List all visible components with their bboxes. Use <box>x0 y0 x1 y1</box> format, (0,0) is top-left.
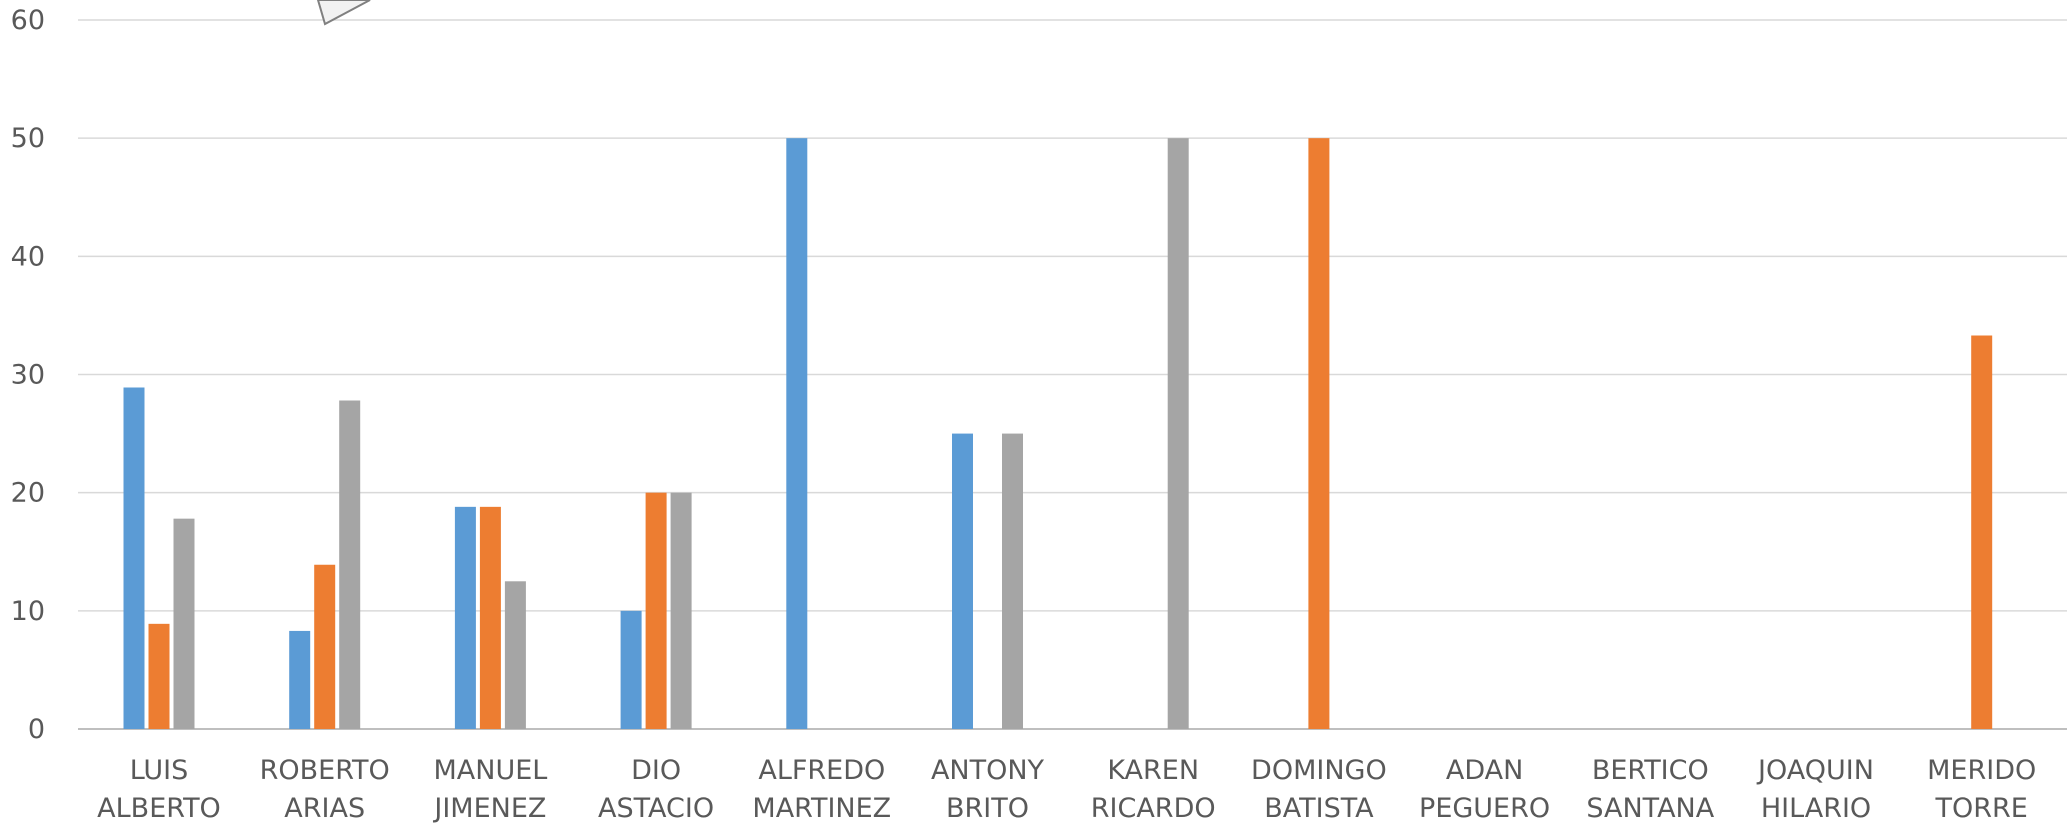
bar <box>454 506 476 729</box>
x-tick-label: ADAN <box>1446 755 1523 786</box>
y-axis: 0 10 20 30 40 50 60 <box>11 5 45 745</box>
y-tick-label: 40 <box>11 241 45 272</box>
x-tick-label: ALBERTO <box>97 793 221 823</box>
bar <box>952 433 973 729</box>
x-tick-label: RICARDO <box>1091 793 1216 823</box>
x-tick-label: JOAQUIN <box>1756 755 1874 786</box>
bar <box>786 138 808 729</box>
x-tick-label: BERTICO <box>1592 755 1709 786</box>
y-tick-label: 50 <box>11 123 45 154</box>
bar <box>670 492 692 729</box>
bar <box>173 518 195 729</box>
x-tick-label: LUIS <box>130 755 189 786</box>
x-tick-label: ROBERTO <box>260 755 390 786</box>
bar <box>645 492 667 729</box>
x-tick-label: DOMINGO <box>1251 755 1387 786</box>
x-tick-label: BATISTA <box>1264 793 1374 823</box>
bars <box>123 138 1993 729</box>
bar <box>504 581 526 729</box>
x-tick-label: SANTANA <box>1586 793 1714 823</box>
y-tick-label: 30 <box>11 360 45 391</box>
x-tick-label: ASTACIO <box>598 793 714 823</box>
x-tick-label: PEGUERO <box>1419 793 1550 823</box>
x-tick-label: MANUEL <box>433 755 547 786</box>
bar <box>123 387 145 729</box>
bar <box>289 630 311 729</box>
y-tick-label: 20 <box>11 478 45 509</box>
x-tick-label: ALFREDO <box>758 755 885 786</box>
bar <box>479 506 501 729</box>
pencil-graphic-icon <box>316 0 371 26</box>
x-tick-label: TORRE <box>1935 793 2028 823</box>
bar <box>314 564 336 729</box>
y-tick-label: 0 <box>28 714 45 745</box>
y-tick-label: 60 <box>11 5 45 36</box>
y-tick-label: 10 <box>11 596 45 627</box>
bar <box>148 623 170 729</box>
x-tick-label: MERIDO <box>1927 755 2036 786</box>
bar <box>1167 138 1189 729</box>
x-tick-label: ARIAS <box>284 793 365 823</box>
x-tick-label: HILARIO <box>1761 793 1871 823</box>
x-tick-label: BRITO <box>946 793 1029 823</box>
bar <box>1971 335 1993 729</box>
x-tick-label: ANTONY <box>931 755 1045 786</box>
bar <box>1002 433 1023 729</box>
bar <box>339 400 361 729</box>
x-axis: LUIS ALBERTO ROBERTO ARIAS MANUEL JIMENEZ DIO A… <box>97 755 2036 823</box>
gridlines <box>78 19 2067 730</box>
x-tick-label: JIMENEZ <box>432 793 546 823</box>
x-tick-label: DIO <box>631 755 681 786</box>
x-tick-label: KAREN <box>1107 755 1199 786</box>
x-tick-label: MARTINEZ <box>752 793 891 823</box>
bar <box>620 610 642 729</box>
bar <box>1308 138 1330 729</box>
